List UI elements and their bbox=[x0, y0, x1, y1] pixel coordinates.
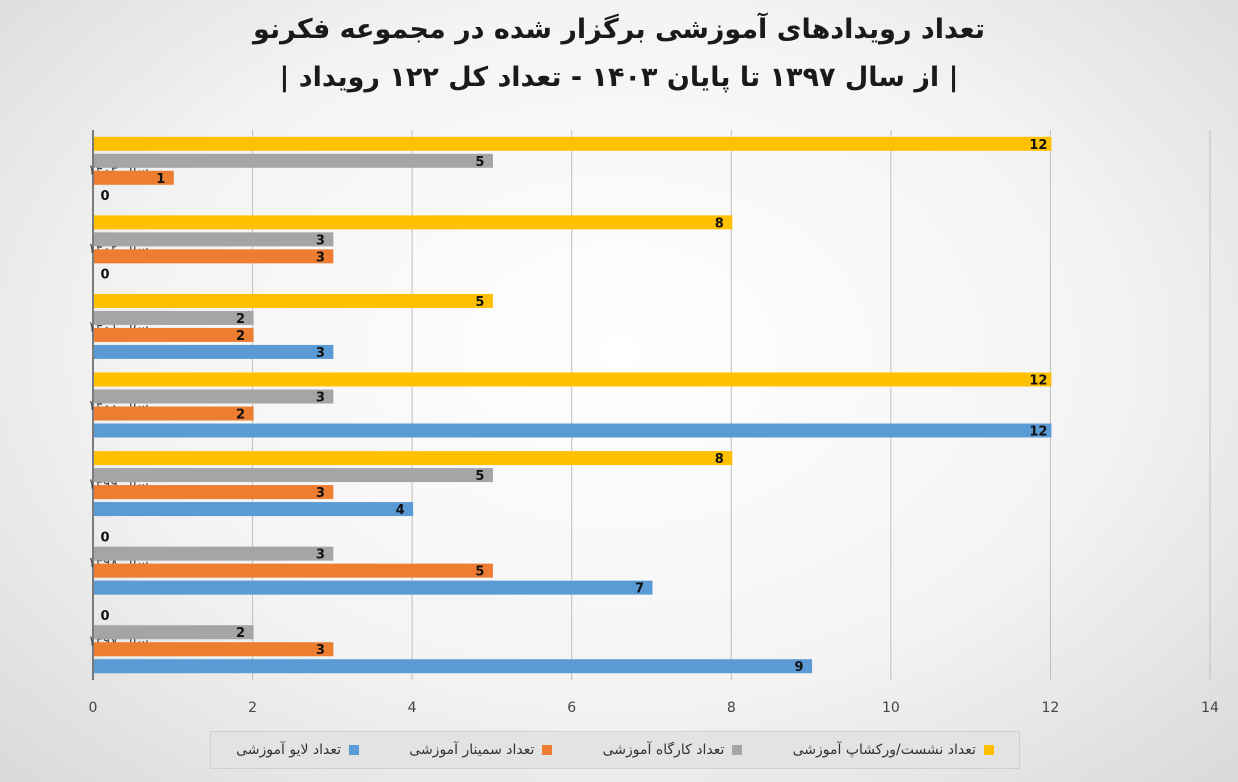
x-tick-label: 6 bbox=[567, 700, 576, 716]
chart-title: تعداد رویدادهای آموزشی برگزار شده در مجم… bbox=[253, 14, 985, 45]
data-label: 3 bbox=[316, 233, 325, 248]
data-label: 8 bbox=[715, 452, 724, 467]
data-label: 1 bbox=[156, 172, 165, 187]
legend-label: تعداد سمینار آموزشی bbox=[409, 742, 535, 758]
data-label: 2 bbox=[236, 626, 245, 641]
data-label: 2 bbox=[236, 329, 245, 344]
data-label: 9 bbox=[795, 660, 804, 675]
chart-subtitle: | از سال ۱۳۹۷ تا پایان ۱۴۰۳ - تعداد کل ۱… bbox=[279, 62, 959, 93]
legend-swatch bbox=[349, 745, 360, 755]
data-label: 3 bbox=[316, 486, 325, 501]
x-tick-label: 2 bbox=[248, 700, 257, 716]
legend-item: تعداد لایو آموزشی bbox=[236, 742, 360, 758]
bar bbox=[94, 502, 414, 517]
data-label: 5 bbox=[475, 565, 484, 580]
legend-item: تعداد سمینار آموزشی bbox=[409, 742, 553, 758]
bar bbox=[94, 344, 334, 359]
bar bbox=[94, 468, 493, 483]
data-label: 3 bbox=[316, 548, 325, 563]
data-label: 0 bbox=[100, 531, 109, 546]
x-tick-label: 10 bbox=[882, 700, 900, 716]
legend-swatch bbox=[732, 745, 743, 755]
bar bbox=[94, 389, 334, 404]
data-label: 12 bbox=[1029, 425, 1047, 440]
bar bbox=[94, 625, 254, 640]
x-tick-label: 14 bbox=[1201, 700, 1219, 716]
x-tick-label: 12 bbox=[1042, 700, 1060, 716]
bar bbox=[94, 310, 254, 325]
data-label: 3 bbox=[316, 391, 325, 406]
data-label: 0 bbox=[100, 189, 109, 204]
data-label: 4 bbox=[396, 503, 405, 518]
bar bbox=[94, 372, 1052, 387]
data-label: 0 bbox=[100, 609, 109, 624]
data-label: 3 bbox=[316, 643, 325, 658]
data-label: 3 bbox=[316, 250, 325, 265]
legend-label: تعداد نشست/ورکشاپ آموزشی bbox=[792, 742, 976, 758]
bar bbox=[94, 563, 493, 578]
bar bbox=[94, 249, 334, 264]
bar bbox=[94, 642, 334, 657]
bar bbox=[94, 659, 813, 674]
bar bbox=[94, 406, 254, 421]
data-label: 7 bbox=[635, 582, 644, 597]
data-label: 12 bbox=[1029, 374, 1047, 389]
bar bbox=[94, 232, 334, 247]
x-tick-label: 0 bbox=[89, 700, 98, 716]
data-label: 5 bbox=[475, 295, 484, 310]
data-label: 12 bbox=[1029, 138, 1047, 153]
bar bbox=[94, 170, 174, 185]
bar bbox=[94, 327, 254, 342]
x-tick-label: 4 bbox=[408, 700, 417, 716]
legend-item: تعداد نشست/ورکشاپ آموزشی bbox=[793, 742, 994, 758]
data-label: 2 bbox=[236, 408, 245, 423]
bar bbox=[94, 423, 1052, 438]
bar bbox=[94, 546, 334, 561]
chart-legend: تعداد لایو آموزشی تعداد سمینار آموزشی تعدا… bbox=[210, 731, 1020, 769]
bar bbox=[94, 580, 653, 595]
bar bbox=[94, 451, 733, 466]
data-label: 5 bbox=[475, 469, 484, 484]
bar bbox=[94, 215, 733, 230]
legend-label: تعداد کارگاه آموزشی bbox=[602, 742, 725, 758]
data-label: 8 bbox=[715, 216, 724, 231]
legend-item: تعداد کارگاه آموزشی bbox=[603, 742, 743, 758]
bar bbox=[94, 153, 493, 168]
data-label: 0 bbox=[100, 267, 109, 282]
legend-swatch bbox=[983, 745, 994, 755]
bar bbox=[94, 485, 334, 500]
bar bbox=[94, 293, 493, 308]
data-label: 5 bbox=[475, 155, 484, 170]
x-tick-label: 8 bbox=[727, 700, 736, 716]
legend-swatch bbox=[542, 745, 553, 755]
data-label: 3 bbox=[316, 346, 325, 361]
bar bbox=[94, 136, 1052, 151]
data-label: 2 bbox=[236, 312, 245, 327]
legend-label: تعداد لایو آموزشی bbox=[236, 742, 342, 758]
